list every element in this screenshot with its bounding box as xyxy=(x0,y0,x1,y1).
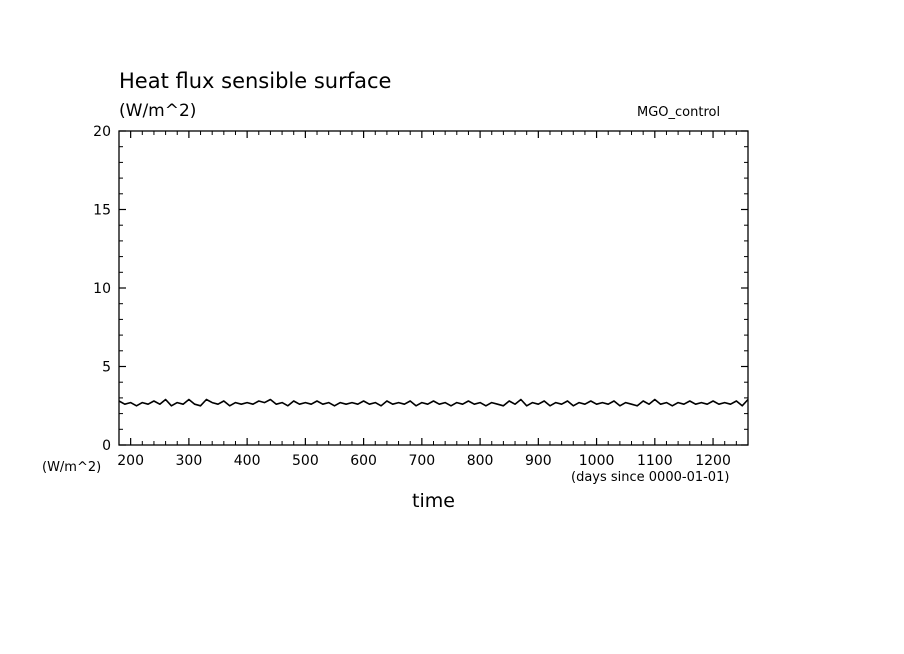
x-tick-label: 900 xyxy=(525,453,552,469)
y-tick-label: 20 xyxy=(93,124,111,140)
x-tick-label: 1000 xyxy=(579,453,615,469)
x-tick-label: 1200 xyxy=(695,453,731,469)
y-tick-label: 15 xyxy=(93,203,111,219)
plot-frame xyxy=(118,130,749,446)
y-tick-label: 5 xyxy=(102,360,111,376)
run-name-label: MGO_control xyxy=(637,105,721,120)
x-tick-label: 800 xyxy=(467,453,494,469)
series-layer xyxy=(118,398,749,407)
x-tick-label: 1100 xyxy=(637,453,673,469)
y-axis-unit-label: (W/m^2) xyxy=(42,460,102,475)
x-tick-label: 300 xyxy=(176,453,203,469)
y-tick-label: 10 xyxy=(93,281,111,297)
chart-units-label: (W/m^2) xyxy=(119,101,197,121)
x-tick-label: 700 xyxy=(408,453,435,469)
x-tick-label: 200 xyxy=(117,453,144,469)
y-tick-label: 0 xyxy=(102,438,111,454)
axis-tick-labels: 200 300 400 500 600 700 800 900 1000 1100 1200 0 5 10… xyxy=(93,124,731,469)
axis-ticks xyxy=(118,130,749,446)
x-axis-label: time xyxy=(412,490,455,512)
x-tick-label: 500 xyxy=(292,453,319,469)
x-tick-label: 400 xyxy=(234,453,261,469)
series-line-0 xyxy=(118,398,749,407)
x-axis-unit-label: (days since 0000-01-01) xyxy=(571,470,730,485)
chart-title: Heat flux sensible surface xyxy=(119,69,392,93)
x-tick-label: 600 xyxy=(350,453,377,469)
